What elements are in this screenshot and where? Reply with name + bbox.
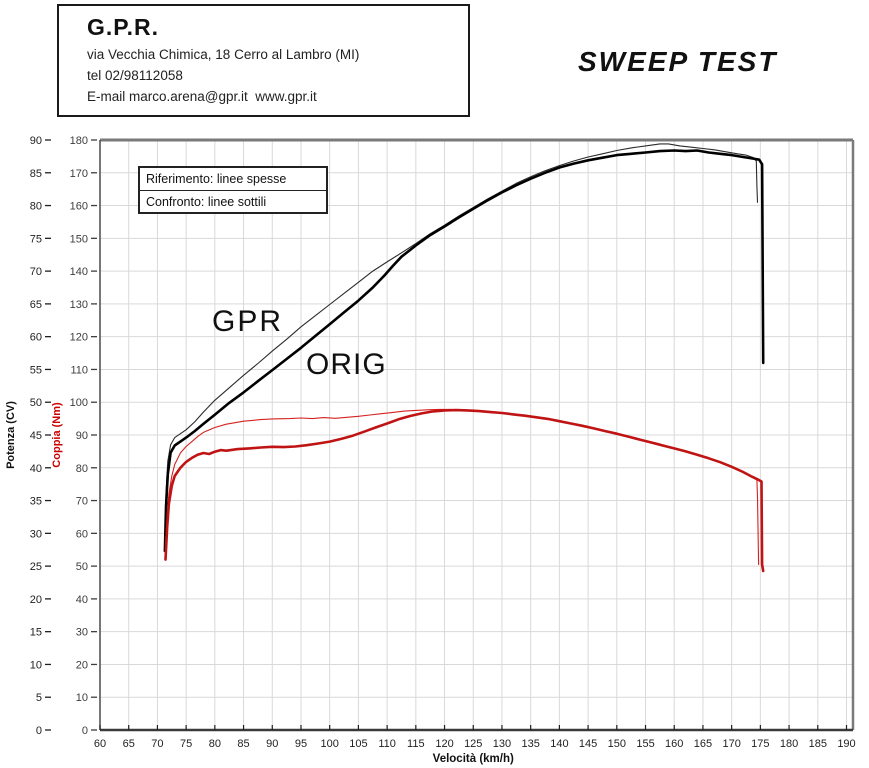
legend-row-riferimento: Riferimento: linee spesse bbox=[146, 172, 287, 186]
company-email: E-mail marco.arena@gpr.it www.gpr.it bbox=[87, 89, 317, 104]
svg-text:155: 155 bbox=[636, 738, 654, 750]
svg-text:55: 55 bbox=[30, 364, 42, 376]
svg-text:70: 70 bbox=[76, 496, 88, 508]
svg-text:145: 145 bbox=[579, 738, 597, 750]
svg-text:0: 0 bbox=[36, 725, 42, 737]
series-power-thick bbox=[163, 149, 765, 553]
svg-text:135: 135 bbox=[521, 738, 539, 750]
svg-text:120: 120 bbox=[435, 738, 453, 750]
svg-text:80: 80 bbox=[76, 463, 88, 475]
svg-text:150: 150 bbox=[608, 738, 626, 750]
svg-text:25: 25 bbox=[30, 561, 42, 573]
svg-text:35: 35 bbox=[30, 496, 42, 508]
svg-text:80: 80 bbox=[209, 738, 221, 750]
svg-text:50: 50 bbox=[30, 397, 42, 409]
svg-text:105: 105 bbox=[349, 738, 367, 750]
svg-text:20: 20 bbox=[30, 594, 42, 606]
svg-text:185: 185 bbox=[809, 738, 827, 750]
svg-text:95: 95 bbox=[295, 738, 307, 750]
svg-text:10: 10 bbox=[76, 692, 88, 704]
svg-text:5: 5 bbox=[36, 692, 42, 704]
svg-text:130: 130 bbox=[70, 299, 88, 311]
series-torque-thin bbox=[164, 408, 760, 566]
svg-text:75: 75 bbox=[30, 233, 42, 245]
svg-text:70: 70 bbox=[151, 738, 163, 750]
svg-text:90: 90 bbox=[30, 135, 42, 147]
svg-text:40: 40 bbox=[30, 463, 42, 475]
svg-text:100: 100 bbox=[321, 738, 339, 750]
svg-text:15: 15 bbox=[30, 627, 42, 639]
svg-text:45: 45 bbox=[30, 430, 42, 442]
svg-text:0: 0 bbox=[82, 725, 88, 737]
svg-text:10: 10 bbox=[30, 659, 42, 671]
svg-text:60: 60 bbox=[76, 528, 88, 540]
svg-text:120: 120 bbox=[70, 332, 88, 344]
svg-text:20: 20 bbox=[76, 659, 88, 671]
svg-text:Potenza (CV): Potenza (CV) bbox=[5, 401, 17, 469]
svg-text:30: 30 bbox=[30, 528, 42, 540]
svg-text:65: 65 bbox=[30, 299, 42, 311]
svg-text:100: 100 bbox=[70, 397, 88, 409]
svg-text:170: 170 bbox=[722, 738, 740, 750]
company-address: via Vecchia Chimica, 18 Cerro al Lambro … bbox=[87, 47, 360, 62]
curve-label-orig: ORIG bbox=[306, 348, 387, 381]
svg-text:125: 125 bbox=[464, 738, 482, 750]
svg-text:175: 175 bbox=[751, 738, 769, 750]
svg-text:Coppia (Nm): Coppia (Nm) bbox=[51, 402, 63, 468]
svg-text:85: 85 bbox=[237, 738, 249, 750]
chart-legend: Riferimento: linee spesse Confronto: lin… bbox=[138, 166, 328, 214]
series-torque-thick bbox=[164, 408, 765, 573]
svg-text:90: 90 bbox=[266, 738, 278, 750]
svg-text:130: 130 bbox=[493, 738, 511, 750]
curve-label-gpr: GPR bbox=[212, 305, 284, 338]
svg-text:50: 50 bbox=[76, 561, 88, 573]
svg-text:115: 115 bbox=[407, 738, 425, 750]
svg-text:70: 70 bbox=[30, 266, 42, 278]
svg-text:30: 30 bbox=[76, 627, 88, 639]
svg-text:110: 110 bbox=[70, 364, 88, 376]
svg-text:180: 180 bbox=[70, 135, 88, 147]
svg-text:140: 140 bbox=[550, 738, 568, 750]
svg-text:90: 90 bbox=[76, 430, 88, 442]
svg-text:60: 60 bbox=[30, 332, 42, 344]
svg-text:180: 180 bbox=[780, 738, 798, 750]
svg-text:150: 150 bbox=[70, 233, 88, 245]
svg-text:160: 160 bbox=[70, 201, 88, 213]
svg-text:160: 160 bbox=[665, 738, 683, 750]
legend-row-confronto: Confronto: linee sottili bbox=[140, 190, 326, 212]
svg-text:60: 60 bbox=[94, 738, 106, 750]
company-name: G.P.R. bbox=[87, 14, 160, 40]
svg-text:80: 80 bbox=[30, 201, 42, 213]
svg-text:190: 190 bbox=[837, 738, 855, 750]
svg-text:40: 40 bbox=[76, 594, 88, 606]
svg-text:Velocità (km/h): Velocità (km/h) bbox=[433, 753, 514, 765]
svg-text:75: 75 bbox=[180, 738, 192, 750]
page-title: SWEEP TEST bbox=[578, 46, 778, 77]
svg-text:170: 170 bbox=[70, 168, 88, 180]
svg-text:140: 140 bbox=[70, 266, 88, 278]
svg-text:65: 65 bbox=[123, 738, 135, 750]
svg-text:85: 85 bbox=[30, 168, 42, 180]
company-phone: tel 02/98112058 bbox=[87, 68, 183, 83]
company-info-box: G.P.R. via Vecchia Chimica, 18 Cerro al … bbox=[57, 4, 470, 117]
svg-text:165: 165 bbox=[694, 738, 712, 750]
svg-text:110: 110 bbox=[378, 738, 396, 750]
